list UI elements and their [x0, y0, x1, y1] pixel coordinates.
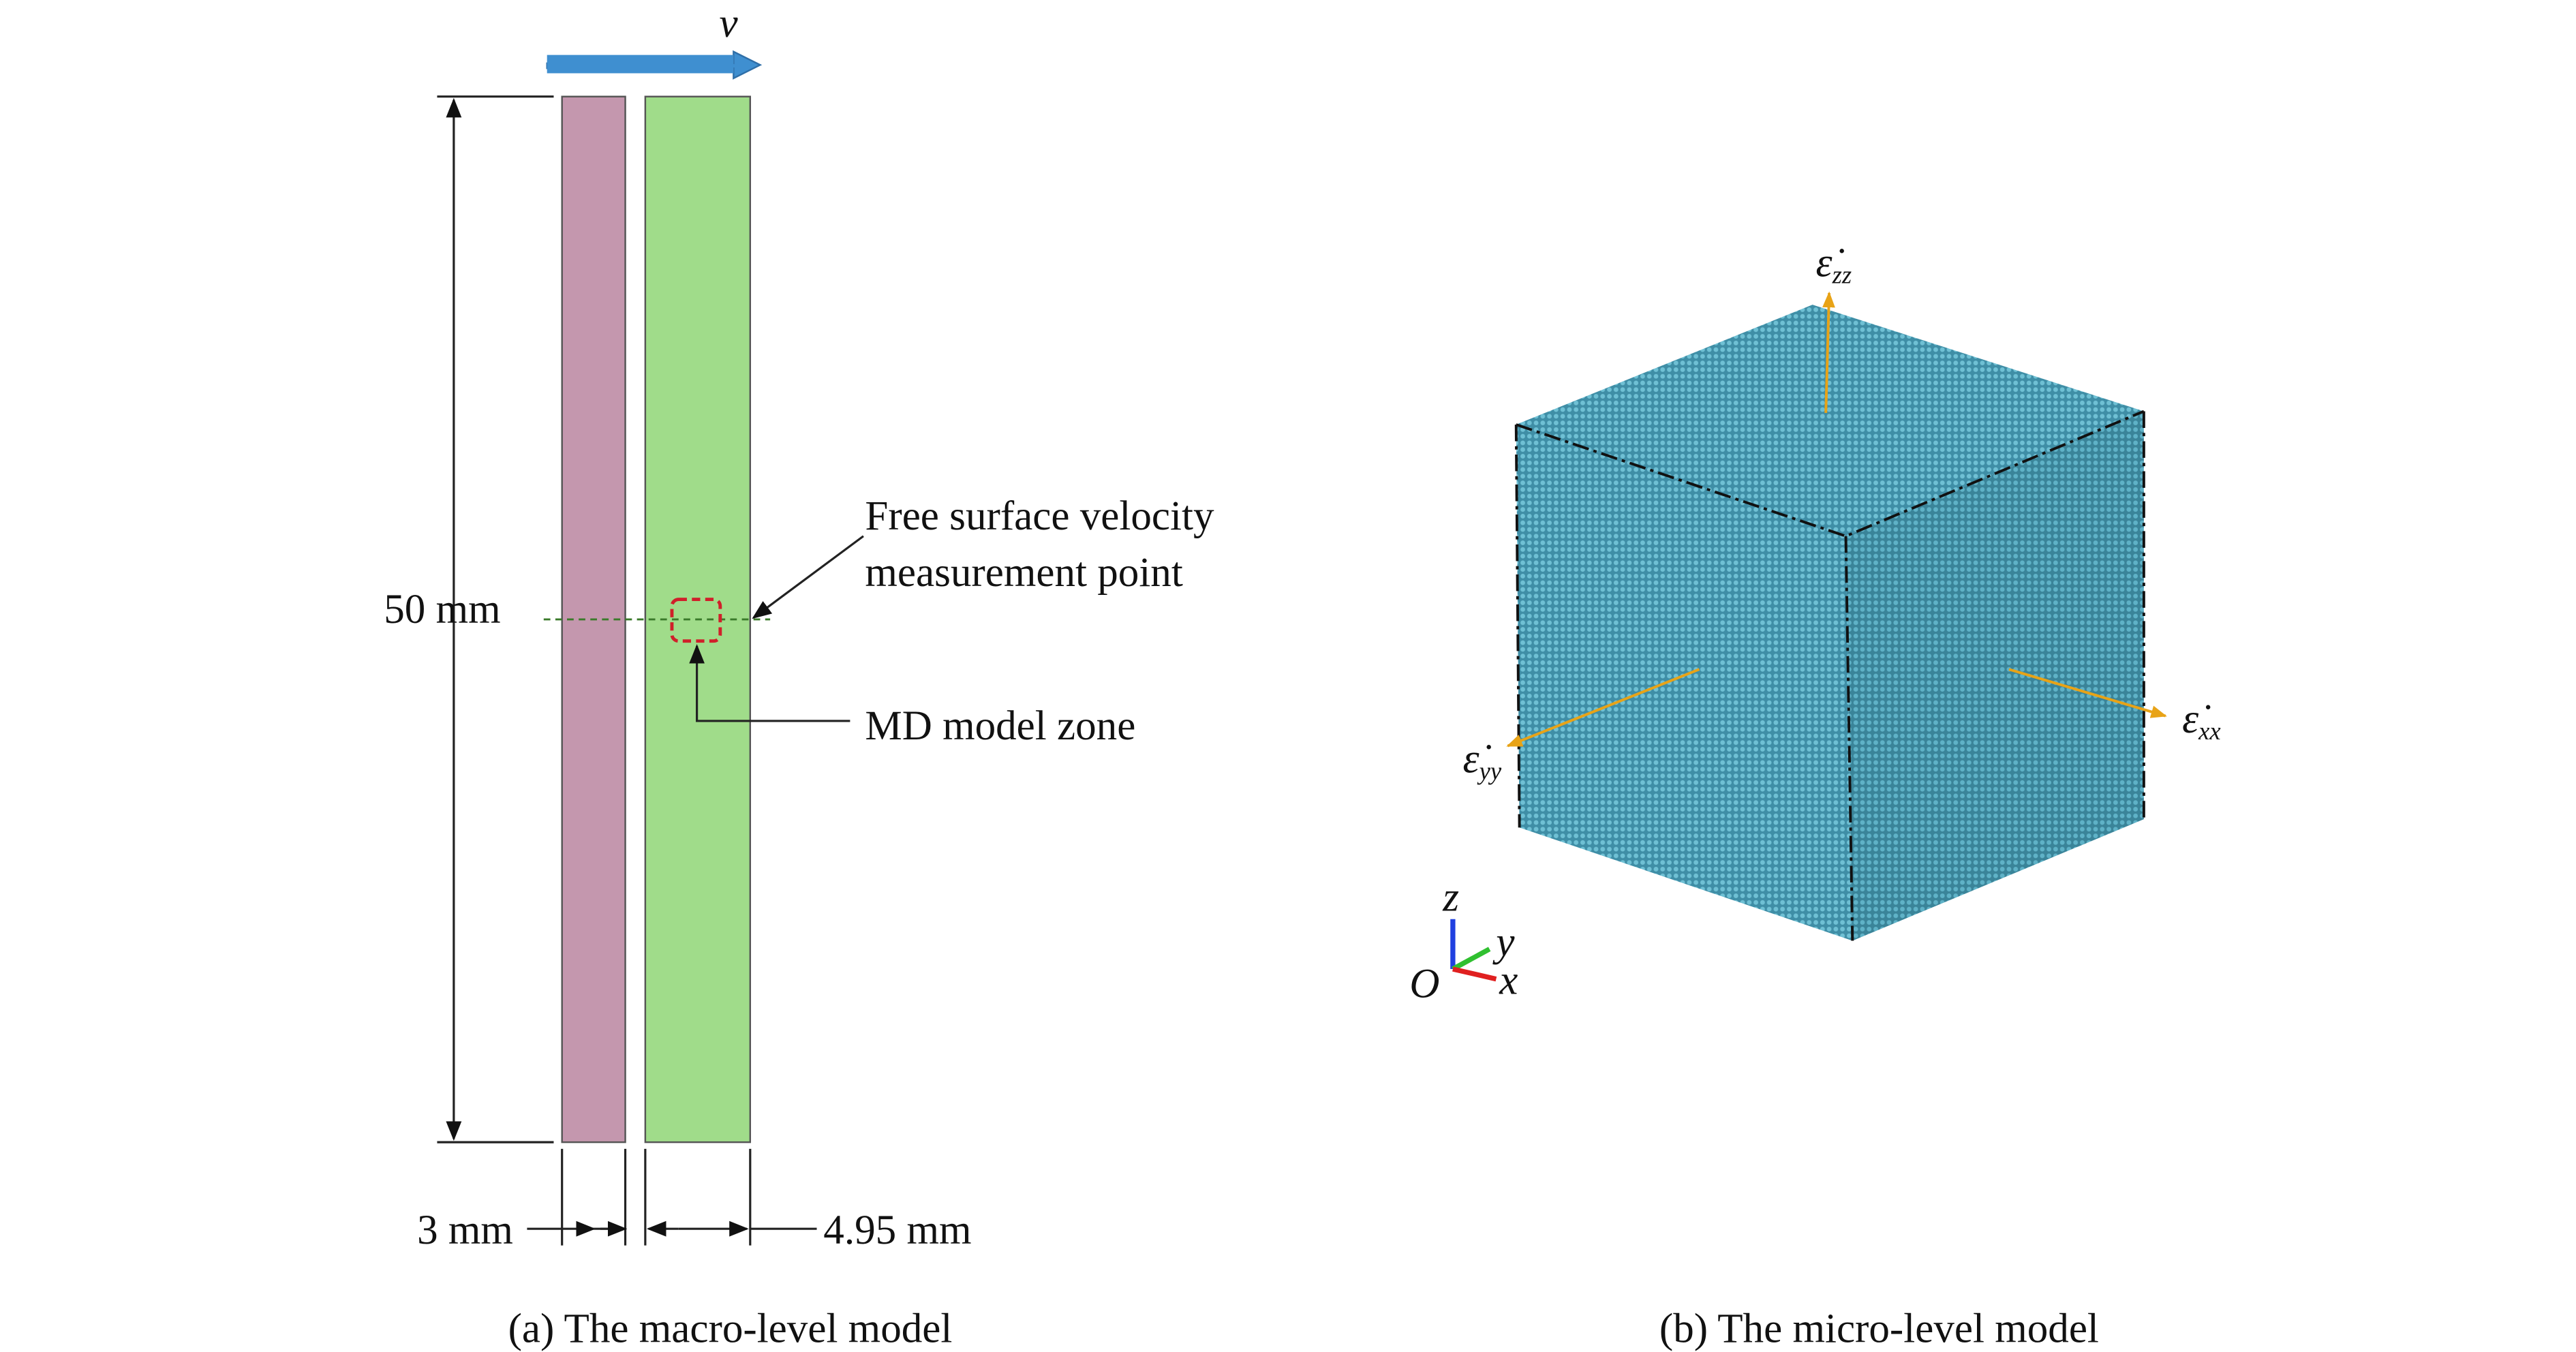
- strain-label: ε̇zz: [1816, 241, 1852, 289]
- width-label: 4.95 mm: [823, 1208, 971, 1253]
- y-axis: [1452, 947, 1491, 972]
- strain-label: ε̇yy: [1463, 737, 1502, 785]
- axis-label: y: [1492, 919, 1515, 965]
- velocity-label: v: [719, 1, 738, 46]
- annotation-arrow: [752, 535, 864, 619]
- strain-label: ε̇xx: [2182, 696, 2221, 745]
- cube-right: [1845, 411, 2144, 941]
- velocity-arrow-shaft: [547, 55, 734, 74]
- zone-label: MD model zone: [865, 703, 1135, 749]
- axis-label: O: [1409, 962, 1439, 1007]
- width-label: 3 mm: [417, 1208, 513, 1253]
- annotation-line: measurement point: [865, 550, 1182, 596]
- cube-left: [1516, 425, 1853, 941]
- strain-arrow: [2008, 668, 2167, 718]
- panel-a: v 50 mm Free surface velocity measuremen…: [384, 1, 1214, 1352]
- height-label: 50 mm: [384, 587, 500, 632]
- axis-label: x: [1499, 958, 1518, 1004]
- zone-arrow: [689, 644, 850, 722]
- strain-arrow: [1506, 668, 1700, 748]
- caption: (a) The macro-level model: [508, 1306, 953, 1351]
- caption: (b) The micro-level model: [1659, 1306, 2099, 1351]
- md-zone-box: [670, 598, 722, 643]
- x-axis: [1452, 966, 1497, 982]
- annotation-line: Free surface velocity: [865, 493, 1214, 539]
- cube-edges: [1514, 410, 2145, 941]
- axis-label: z: [1442, 875, 1459, 921]
- cube-top: [1516, 305, 2144, 536]
- strain-arrow: [1822, 291, 1835, 414]
- panel-b: ε̇zz ε̇yy ε̇xx z y x O (b) The micro-lev…: [1409, 241, 2220, 1352]
